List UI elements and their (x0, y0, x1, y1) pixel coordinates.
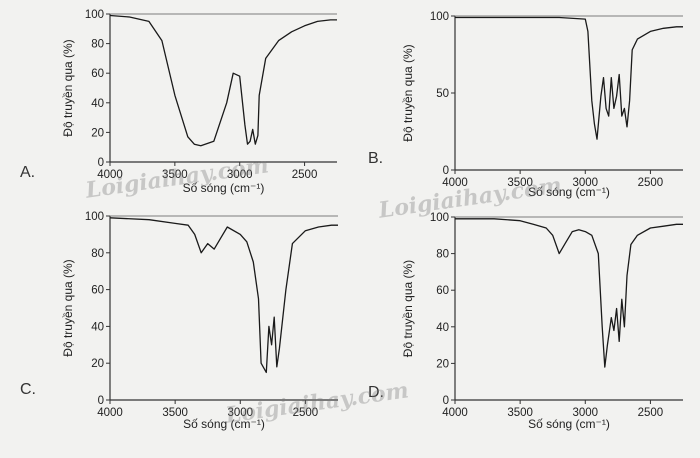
panel-label: C. (20, 381, 36, 398)
panel-a: 0 20 40 60 80 100 4000 3500 3000 2500 Số sóng (cm⁻… (0, 0, 350, 215)
y-tick-label: 100 (430, 11, 449, 23)
panel-b: 0 50 100 4000 3500 3000 2500 Số sóng (cm⁻¹) Độ t… (350, 0, 700, 215)
panel-label: A. (20, 164, 36, 181)
x-tick-label: 3000 (227, 407, 253, 419)
y-tick-label: 40 (436, 322, 449, 334)
x-tick-label: 2500 (293, 407, 319, 419)
series-line (109, 14, 337, 147)
y-tick-label: 100 (430, 212, 449, 224)
x-tick-label: 2500 (292, 169, 318, 181)
panel-label: B. (368, 150, 384, 167)
y-tick-label: 20 (436, 358, 449, 370)
y-tick-label: 60 (91, 68, 104, 80)
panel-c: 0 20 40 60 80 100 4000 3500 3000 2500 Số sóng (cm⁻… (0, 208, 350, 458)
y-tick-label: 100 (85, 9, 104, 21)
x-tick-label: 4000 (442, 177, 468, 189)
chart-svg: 0 20 40 60 80 100 4000 3500 3000 2500 Số sóng (cm⁻… (401, 212, 683, 431)
chart-svg: 0 20 40 60 80 100 4000 3500 3000 2500 Số sóng (cm⁻… (61, 211, 338, 431)
series-line (109, 217, 338, 374)
y-tick-label: 100 (85, 211, 104, 223)
y-tick-label: 80 (91, 39, 104, 51)
x-tick-label: 3500 (507, 177, 533, 189)
y-axis-label: Độ truyền qua (%) (61, 39, 75, 136)
x-tick-label: 3000 (572, 177, 598, 189)
y-tick-label: 0 (443, 165, 449, 177)
y-tick-label: 80 (91, 248, 104, 260)
series-line (455, 16, 683, 140)
y-tick-label: 60 (436, 285, 449, 297)
x-tick-label: 2500 (638, 177, 664, 189)
x-axis-label: Số sóng (cm⁻¹) (183, 417, 265, 431)
x-tick-label: 4000 (97, 169, 123, 181)
x-tick-label: 3500 (162, 407, 188, 419)
x-axis-label: Số sóng (cm⁻¹) (528, 185, 610, 199)
series-line (455, 218, 683, 368)
x-tick-label: 3000 (227, 169, 253, 181)
x-axis-label: Số sóng (cm⁻¹) (528, 417, 610, 431)
y-tick-label: 0 (98, 395, 104, 407)
y-tick-label: 80 (436, 249, 449, 261)
x-axis-label: Số sóng (cm⁻¹) (183, 181, 265, 195)
chart-svg: 0 20 40 60 80 100 4000 3500 3000 2500 Số sóng (cm⁻… (61, 9, 337, 195)
y-tick-label: 40 (91, 321, 104, 333)
x-tick-label: 4000 (442, 407, 468, 419)
x-tick-label: 3000 (572, 407, 598, 419)
y-tick-label: 0 (98, 157, 104, 169)
x-tick-label: 3500 (507, 407, 533, 419)
y-tick-label: 20 (91, 358, 104, 370)
x-tick-label: 2500 (638, 407, 664, 419)
x-tick-label: 4000 (97, 407, 123, 419)
x-tick-label: 3500 (162, 169, 188, 181)
chart-svg: 0 50 100 4000 3500 3000 2500 Số sóng (cm⁻¹) Độ t… (401, 11, 683, 199)
panel-d: 0 20 40 60 80 100 4000 3500 3000 2500 Số sóng (cm⁻… (350, 208, 700, 458)
y-axis-label: Độ truyền qua (%) (61, 259, 75, 356)
panel-label: D. (368, 384, 384, 401)
y-tick-label: 60 (91, 285, 104, 297)
y-tick-label: 40 (91, 98, 104, 110)
y-tick-label: 0 (443, 395, 449, 407)
y-tick-label: 50 (436, 88, 449, 100)
y-tick-label: 20 (91, 127, 104, 139)
y-axis-label: Độ truyền qua (%) (401, 260, 415, 357)
y-axis-label: Độ truyền qua (%) (401, 44, 415, 141)
